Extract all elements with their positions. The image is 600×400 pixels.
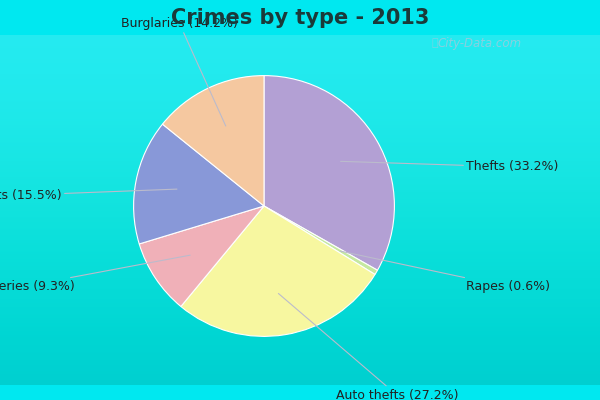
Text: Crimes by type - 2013: Crimes by type - 2013 — [171, 8, 429, 28]
Text: Assaults (15.5%): Assaults (15.5%) — [0, 189, 177, 202]
Text: ⧗: ⧗ — [431, 38, 439, 48]
Wedge shape — [181, 206, 375, 336]
Wedge shape — [163, 76, 264, 206]
Wedge shape — [134, 124, 264, 244]
Wedge shape — [264, 206, 377, 274]
Wedge shape — [139, 206, 264, 306]
Text: Thefts (33.2%): Thefts (33.2%) — [341, 160, 559, 173]
Text: Rapes (0.6%): Rapes (0.6%) — [340, 251, 550, 293]
Text: City-Data.com: City-Data.com — [438, 37, 522, 50]
Text: Auto thefts (27.2%): Auto thefts (27.2%) — [278, 294, 458, 400]
Wedge shape — [264, 76, 394, 270]
Text: Burglaries (14.2%): Burglaries (14.2%) — [121, 17, 238, 126]
Text: Robberies (9.3%): Robberies (9.3%) — [0, 255, 190, 293]
